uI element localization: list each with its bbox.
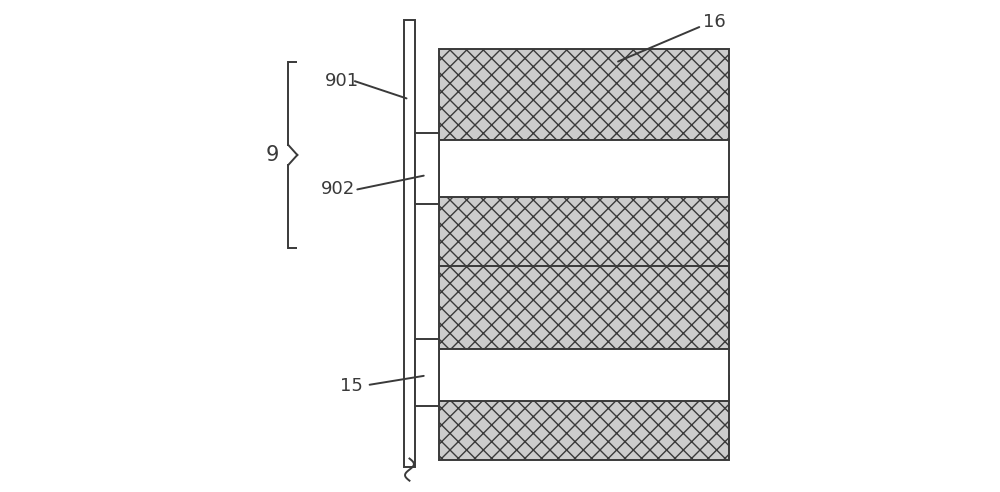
- Text: 16: 16: [703, 13, 726, 31]
- Bar: [438, 266, 729, 349]
- Bar: [438, 349, 729, 401]
- Bar: [438, 182, 729, 273]
- Text: 15: 15: [340, 377, 363, 395]
- Text: 902: 902: [320, 181, 355, 198]
- Bar: [415, 133, 438, 204]
- Bar: [438, 376, 729, 460]
- Text: 901: 901: [325, 72, 359, 90]
- Bar: [404, 20, 415, 467]
- Bar: [415, 339, 438, 406]
- Text: 9: 9: [266, 145, 279, 165]
- Bar: [438, 49, 729, 140]
- Bar: [438, 140, 729, 197]
